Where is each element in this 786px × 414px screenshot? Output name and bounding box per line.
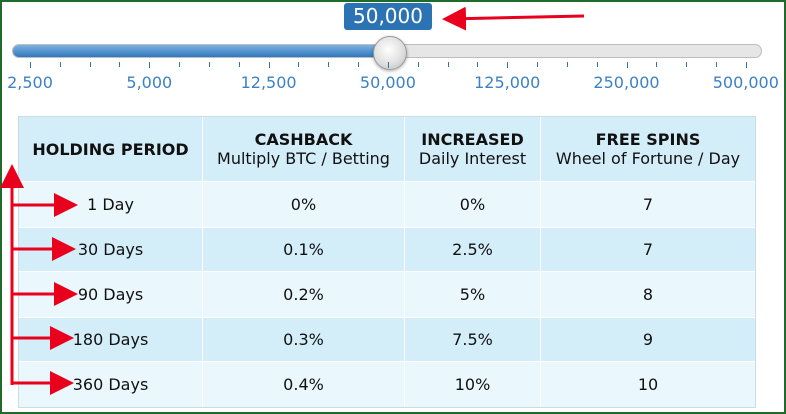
- amount-slider-track[interactable]: [12, 36, 762, 70]
- slider-minor-tick: [686, 62, 688, 67]
- slider-minor-tick: [358, 62, 360, 67]
- slider-minor-tick: [566, 62, 568, 67]
- holding-benefits-table: HOLDING PERIOD CASHBACK Multiply BTC / B…: [18, 116, 756, 408]
- cell-interest: 10%: [405, 361, 541, 407]
- header-title: INCREASED: [421, 130, 524, 149]
- slider-tick-label[interactable]: 500,000: [712, 73, 779, 92]
- row-divider: [19, 227, 755, 228]
- header-free-spins: FREE SPINS Wheel of Fortune / Day: [541, 117, 755, 181]
- header-title: FREE SPINS: [595, 130, 701, 149]
- slider-value-badge: 50,000: [344, 3, 432, 30]
- table-row: 360 Days 0.4% 10% 10: [19, 361, 755, 407]
- slider-minor-tick: [179, 62, 181, 67]
- header-holding-period: HOLDING PERIOD: [19, 117, 203, 181]
- slider-fill: [13, 45, 389, 57]
- slider-minor-tick: [596, 62, 598, 67]
- slider-tick-label[interactable]: 5,000: [126, 73, 173, 92]
- row-divider: [19, 317, 755, 318]
- slider-tick: [268, 62, 270, 68]
- slider-minor-tick: [656, 62, 658, 67]
- slider-tick: [507, 62, 509, 68]
- slider-tick-label[interactable]: 125,000: [474, 73, 541, 92]
- slider-minor-tick: [537, 62, 539, 67]
- slider-tick-label[interactable]: 250,000: [593, 73, 660, 92]
- cell-period: 180 Days: [19, 317, 203, 361]
- cell-spins: 7: [642, 239, 654, 259]
- slider-tick-label[interactable]: 12,500: [240, 73, 297, 92]
- row-divider: [19, 361, 755, 362]
- slider-minor-tick: [89, 62, 91, 67]
- slider-tick-label[interactable]: 50,000: [359, 73, 416, 92]
- table-row: 1 Day 0% 0% 7: [19, 181, 755, 227]
- header-subtitle: Multiply BTC / Betting: [217, 149, 390, 168]
- slider-tick: [626, 62, 628, 68]
- header-title: HOLDING PERIOD: [32, 139, 189, 159]
- cell-spins: 7: [642, 194, 654, 214]
- cell-cashback: 0.2%: [203, 271, 405, 317]
- row-divider: [19, 271, 755, 272]
- slider-minor-tick: [477, 62, 479, 67]
- header-increased: INCREASED Daily Interest: [405, 117, 541, 181]
- cell-period: 30 Days: [19, 227, 203, 271]
- cell-cashback: 0%: [203, 181, 405, 227]
- slider-minor-tick: [208, 62, 210, 67]
- table-row: 90 Days 0.2% 5% 8: [19, 271, 755, 317]
- slider-minor-tick: [238, 62, 240, 67]
- cell-interest: 5%: [405, 271, 541, 317]
- slider-minor-tick: [715, 62, 717, 67]
- header-subtitle: Wheel of Fortune / Day: [555, 149, 741, 168]
- slider-tick: [149, 62, 151, 68]
- slider-minor-tick: [328, 62, 330, 67]
- cell-spins: 9: [642, 329, 654, 349]
- header-subtitle: Daily Interest: [418, 149, 527, 168]
- cell-cashback: 0.3%: [203, 317, 405, 361]
- table-row: 30 Days 0.1% 2.5% 7: [19, 227, 755, 271]
- table-row: 180 Days 0.3% 7.5% 9: [19, 317, 755, 361]
- slider-tick-label[interactable]: 2,500: [7, 73, 53, 92]
- cell-cashback: 0.1%: [203, 227, 405, 271]
- cell-period: 90 Days: [19, 271, 203, 317]
- cell-spins: 8: [642, 284, 654, 304]
- row-divider: [19, 181, 755, 182]
- header-cashback: CASHBACK Multiply BTC / Betting: [203, 117, 405, 181]
- slider-minor-tick: [417, 62, 419, 67]
- slider-tick: [387, 62, 389, 68]
- slider-handle[interactable]: [372, 36, 407, 70]
- cell-cashback: 0.4%: [203, 361, 405, 407]
- header-title: CASHBACK: [254, 130, 353, 149]
- cell-interest: 2.5%: [405, 227, 541, 271]
- slider-minor-tick: [59, 62, 61, 67]
- slider-tick: [30, 62, 31, 68]
- cell-spins: 10: [637, 374, 659, 394]
- cell-interest: 0%: [405, 181, 541, 227]
- cell-period: 360 Days: [19, 361, 203, 407]
- cell-interest: 7.5%: [405, 317, 541, 361]
- slider-tick: [745, 62, 747, 68]
- slider-minor-tick: [119, 62, 121, 67]
- slider-minor-tick: [447, 62, 449, 67]
- slider-minor-tick: [298, 62, 300, 67]
- cell-period: 1 Day: [19, 181, 203, 227]
- table-header-row: HOLDING PERIOD CASHBACK Multiply BTC / B…: [19, 117, 755, 181]
